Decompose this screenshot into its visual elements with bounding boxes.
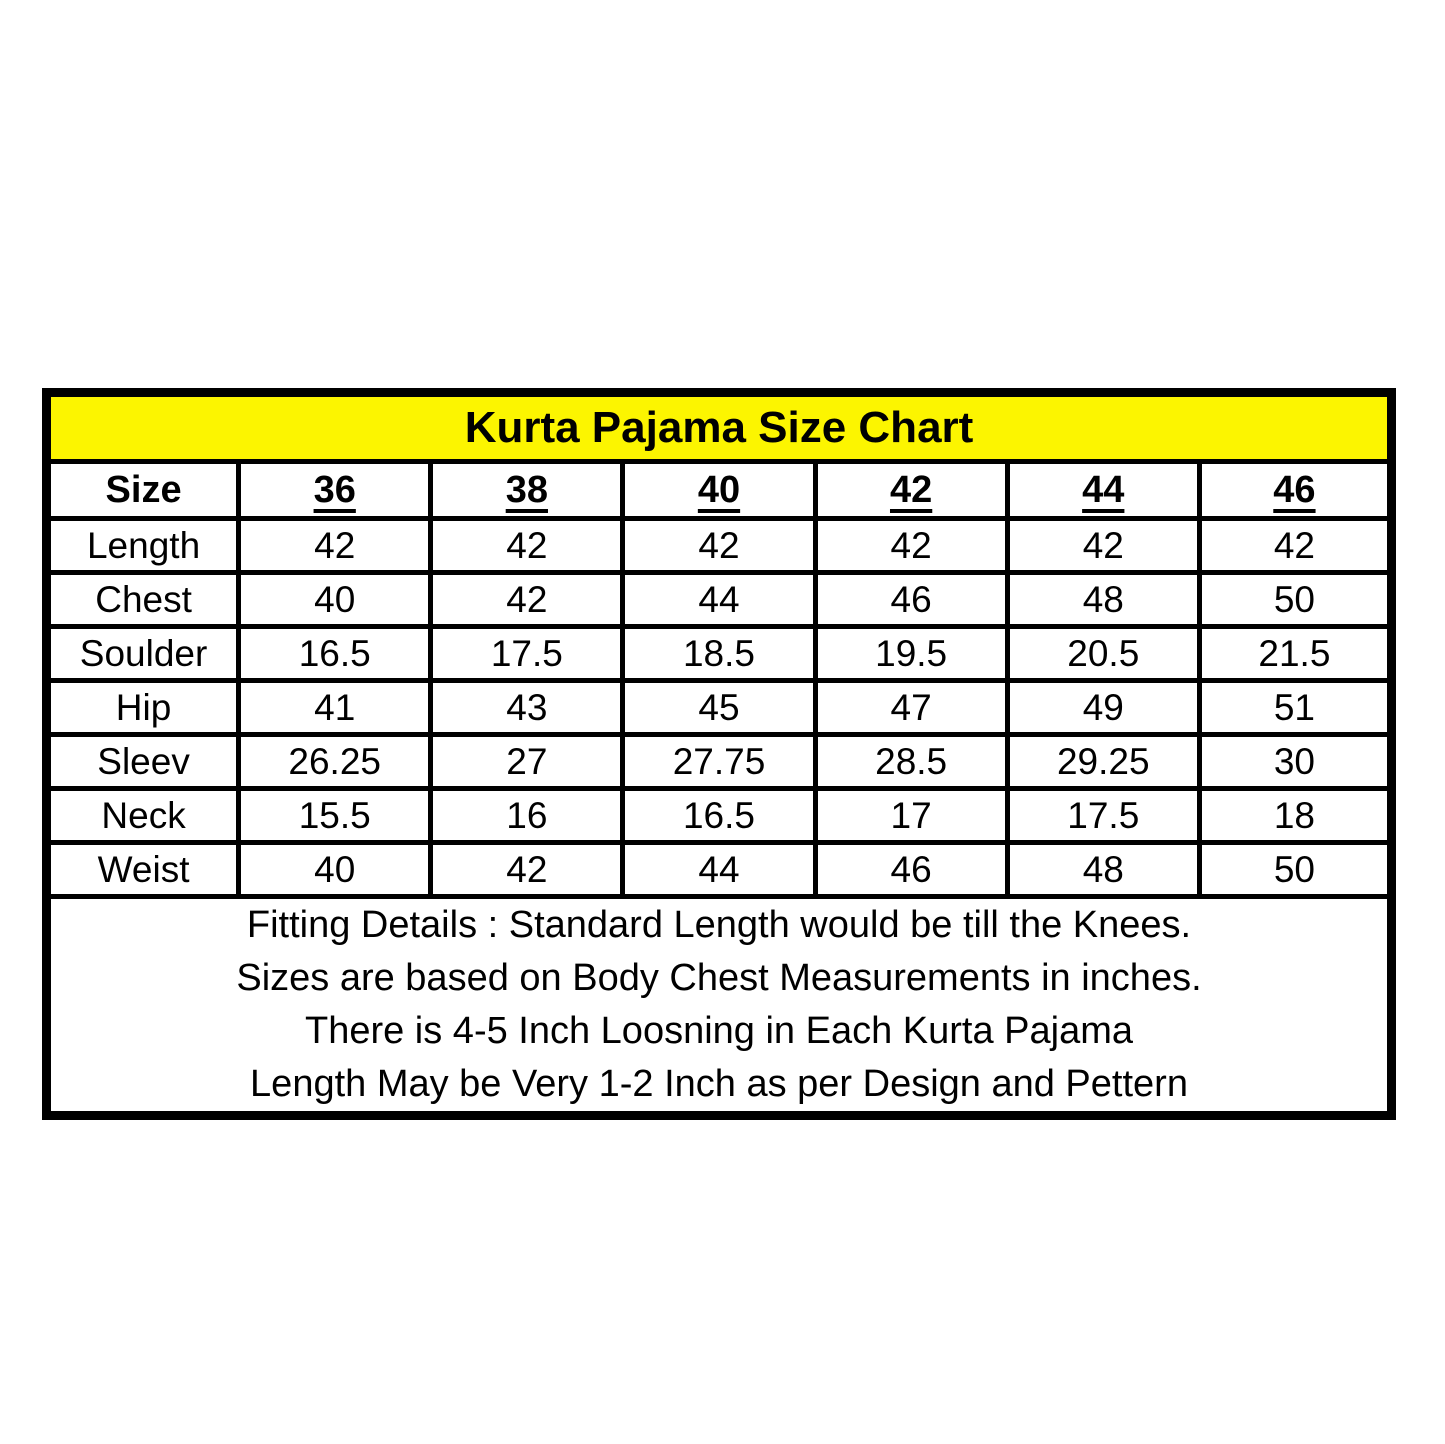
header-row: Size 36 38 40 42 44 46	[43, 459, 1395, 521]
fitting-details: Fitting Details : Standard Length would …	[44, 894, 1394, 1118]
row-label: Neck	[43, 786, 242, 845]
cell: 27.75	[620, 732, 818, 791]
cell: 15.5	[236, 786, 434, 845]
row-label: Sleev	[43, 732, 242, 791]
cell: 40	[236, 570, 434, 629]
size-chart-table: Kurta Pajama Size Chart Size 36 38 40 42…	[42, 388, 1396, 1120]
cell: 16.5	[236, 624, 434, 683]
cell: 40	[236, 840, 434, 899]
cell: 46	[812, 570, 1010, 629]
row-label: Length	[43, 516, 242, 575]
title-row: Kurta Pajama Size Chart	[44, 390, 1394, 464]
fitting-details-line: Fitting Details : Standard Length would …	[246, 904, 1192, 946]
fitting-details-line: Sizes are based on Body Chest Measuremen…	[236, 957, 1202, 999]
table-row-neck: Neck 15.5 16 16.5 17 17.5 18	[43, 786, 1395, 845]
cell: 42	[428, 516, 626, 575]
table-row-chest: Chest 40 42 44 46 48 50	[43, 570, 1395, 629]
size-chart: Kurta Pajama Size Chart Size 36 38 40 42…	[42, 388, 1396, 1120]
cell: 44	[620, 840, 818, 899]
column-header-44: 44	[1004, 459, 1202, 521]
cell: 42	[620, 516, 818, 575]
cell: 44	[620, 570, 818, 629]
cell: 20.5	[1004, 624, 1202, 683]
cell: 17.5	[1004, 786, 1202, 845]
column-header-38: 38	[428, 459, 626, 521]
cell: 50	[1196, 570, 1395, 629]
cell: 42	[812, 516, 1010, 575]
fitting-details-line: There is 4-5 Inch Loosning in Each Kurta…	[304, 1010, 1134, 1052]
column-header-36: 36	[236, 459, 434, 521]
cell: 42	[236, 516, 434, 575]
cell: 19.5	[812, 624, 1010, 683]
footer-row: Fitting Details : Standard Length would …	[44, 894, 1394, 1118]
cell: 18.5	[620, 624, 818, 683]
cell: 43	[428, 678, 626, 737]
cell: 48	[1004, 840, 1202, 899]
column-header-40: 40	[620, 459, 818, 521]
table-row-length: Length 42 42 42 42 42 42	[43, 516, 1395, 575]
cell: 42	[428, 570, 626, 629]
row-label: Hip	[43, 678, 242, 737]
table-row-weist: Weist 40 42 44 46 48 50	[43, 840, 1395, 899]
row-label: Chest	[43, 570, 242, 629]
cell: 46	[812, 840, 1010, 899]
cell: 48	[1004, 570, 1202, 629]
table-row-sleev: Sleev 26.25 27 27.75 28.5 29.25 30	[43, 732, 1395, 791]
cell: 17	[812, 786, 1010, 845]
table-row-hip: Hip 41 43 45 47 49 51	[43, 678, 1395, 737]
cell: 42	[1004, 516, 1202, 575]
cell: 50	[1196, 840, 1395, 899]
column-header-42: 42	[812, 459, 1010, 521]
cell: 49	[1004, 678, 1202, 737]
cell: 18	[1196, 786, 1395, 845]
row-label: Soulder	[43, 624, 242, 683]
cell: 21.5	[1196, 624, 1395, 683]
chart-title: Kurta Pajama Size Chart	[44, 390, 1394, 464]
cell: 16.5	[620, 786, 818, 845]
cell: 45	[620, 678, 818, 737]
cell: 29.25	[1004, 732, 1202, 791]
cell: 30	[1196, 732, 1395, 791]
column-header-46: 46	[1196, 459, 1395, 521]
cell: 26.25	[236, 732, 434, 791]
cell: 17.5	[428, 624, 626, 683]
cell: 28.5	[812, 732, 1010, 791]
table-row-soulder: Soulder 16.5 17.5 18.5 19.5 20.5 21.5	[43, 624, 1395, 683]
fitting-details-line: Length May be Very 1-2 Inch as per Desig…	[250, 1063, 1188, 1105]
cell: 41	[236, 678, 434, 737]
cell: 42	[1196, 516, 1395, 575]
cell: 27	[428, 732, 626, 791]
cell: 42	[428, 840, 626, 899]
row-label: Weist	[43, 840, 242, 899]
cell: 47	[812, 678, 1010, 737]
column-header-size: Size	[43, 459, 242, 521]
cell: 51	[1196, 678, 1395, 737]
cell: 16	[428, 786, 626, 845]
